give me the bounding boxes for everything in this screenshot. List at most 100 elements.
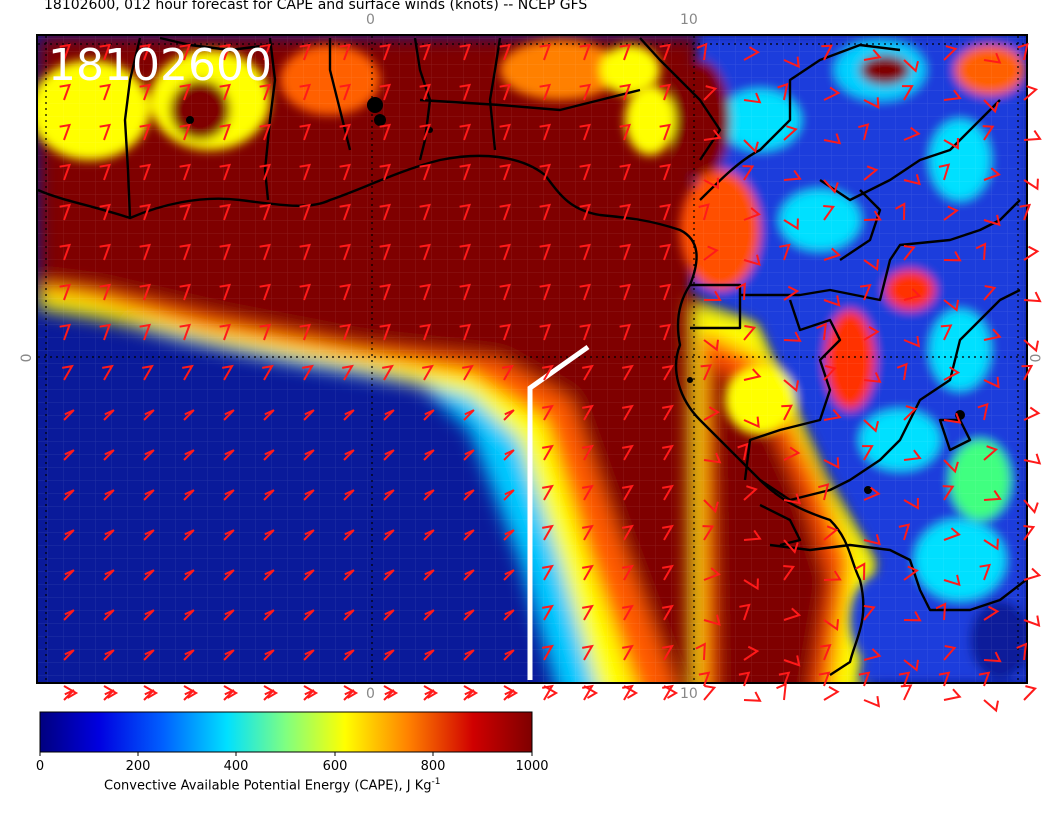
wind-barb [459,43,472,61]
wind-barb [143,409,155,421]
wind-barb [695,642,706,661]
wind-barb [262,364,274,381]
colorbar-tick: 200 [125,759,151,774]
wind-barb [783,655,801,667]
wind-barb [423,689,435,701]
wind-barb [259,203,272,221]
wind-barb [823,619,839,632]
wind-barb [139,283,152,301]
wind-barb [419,323,432,341]
wind-barb [263,685,279,699]
wind-barb [143,609,155,621]
wind-barb [943,366,961,381]
wind-barb [743,46,761,61]
wind-barb [263,409,275,421]
wind-barb [463,685,479,699]
wind-barb [983,490,1002,501]
lon-label-top-0: 0 [366,12,375,28]
wind-barb [943,645,957,661]
date-stamp: 18102600 [48,40,272,91]
wind-barb [379,283,392,301]
wind-barb [259,243,272,261]
wind-barb [223,489,235,501]
wind-barb [659,83,672,101]
wind-barb [459,123,472,141]
wind-barb [863,419,879,433]
wind-barb [863,48,882,61]
wind-barb [703,614,721,626]
wind-barb [59,43,72,61]
wind-barb [503,529,515,541]
wind-barb [743,92,762,104]
wind-barb [143,569,155,581]
wind-barb [659,283,672,301]
wind-barb [903,174,921,186]
wind-barb [223,649,235,661]
wind-barb [502,364,514,381]
cross-section-line [527,344,590,680]
wind-barb [902,85,914,101]
wind-barb [379,43,392,61]
wind-barb [619,323,632,341]
wind-barb [303,649,315,661]
wind-barb [303,449,315,461]
wind-barb [579,123,592,141]
wind-barb [419,163,432,181]
wind-barb [542,444,554,461]
wind-barb [423,449,435,461]
wind-barb [662,524,674,541]
wind-barb [343,649,355,661]
wind-barb [943,138,959,150]
wind-barb [703,567,721,581]
wind-barb [499,123,512,141]
wind-barb [462,364,474,381]
wind-barb [622,604,634,621]
wind-barb [219,83,232,101]
wind-barb [99,203,112,221]
wind-barb [698,671,711,687]
wind-barb [662,484,674,501]
wind-barb [659,123,672,141]
wind-barb [579,203,592,221]
wind-barb [459,283,472,301]
colorbar-tick: 400 [223,759,249,774]
wind-barb [783,565,796,581]
wind-barb [903,59,919,73]
wind-barb [1021,364,1034,381]
wind-barb [903,449,922,461]
wind-barb [299,243,312,261]
wind-barb [299,123,312,141]
wind-barb [703,177,720,190]
wind-barb [219,163,232,181]
wind-barb [783,493,802,505]
wind-barb [459,323,472,341]
wind-barb [903,126,921,141]
colorbar-label-text: Convective Available Potential Energy (C… [104,778,432,794]
wind-barb [583,685,599,699]
wind-barb [219,243,232,261]
wind-barb [143,449,155,461]
wind-barb [503,649,515,661]
wind-barb [743,691,762,702]
wind-barb [1023,178,1039,191]
wind-barb [659,323,672,341]
wind-barb [503,449,515,461]
wind-barb [896,362,908,381]
wind-barb [703,129,722,141]
wind-barb [503,569,515,581]
wind-barb [743,529,762,541]
wind-barb [99,123,112,141]
colorbar-label-superscript: -1 [431,777,441,787]
wind-barb [978,671,991,687]
wind-barb [183,449,195,461]
wind-barb [219,43,232,61]
wind-barb [743,485,758,501]
wind-barb [903,611,922,622]
wind-barb [419,283,432,301]
wind-barb [59,323,72,341]
wind-barb [422,364,434,381]
lat-label-right-0: 0 [1028,353,1045,363]
wind-barb [783,56,800,69]
wind-barb [659,43,672,61]
wind-barb [299,203,312,221]
